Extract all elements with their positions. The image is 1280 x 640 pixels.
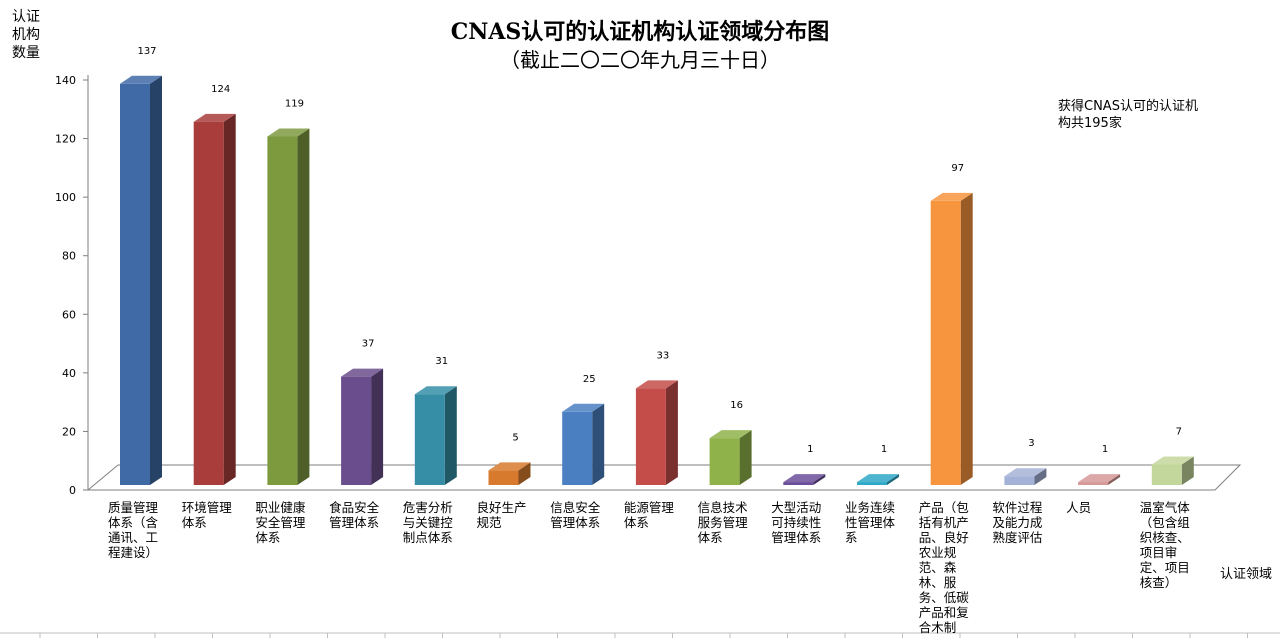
y-tick-label: 40 [62, 367, 76, 380]
bar-side [1181, 456, 1194, 485]
x-tick-label: 质量管理体系（含通讯、工程建设） [108, 500, 159, 560]
bar-top [562, 403, 605, 412]
chart-title: CNAS认可的认证机构认证领域分布图 [450, 19, 830, 45]
bar [414, 394, 445, 485]
data-label: 119 [285, 99, 304, 110]
bar [709, 438, 740, 485]
x-tick-label: 大型活动可持续性管理体系 [771, 500, 822, 545]
bar-top [857, 474, 899, 483]
data-label: 97 [951, 163, 964, 174]
x-tick-label: 食品安全管理体系 [329, 500, 380, 530]
data-label: 3 [1028, 438, 1034, 449]
x-tick-label: 环境管理体系 [181, 500, 232, 530]
data-label: 33 [657, 350, 670, 361]
bar-top [635, 380, 678, 389]
bar-top [488, 462, 531, 471]
total-annotation: 获得CNAS认可的认证机构共195家 [1058, 99, 1198, 131]
data-label: 137 [137, 46, 156, 57]
bar [635, 388, 666, 485]
bar [120, 83, 150, 486]
data-label: 16 [730, 400, 743, 411]
x-tick-label: 能源管理体系 [623, 500, 674, 530]
bar-top [709, 430, 752, 439]
x-tick-label: 软件过程及能力成熟度评估 [992, 500, 1043, 545]
data-label: 1 [807, 444, 813, 455]
y-axis-label: 认证机构数量 [12, 9, 40, 61]
x-tick-label: 人员 [1066, 500, 1092, 515]
bar-side [592, 403, 605, 485]
bar [783, 482, 814, 485]
bar-top [1151, 456, 1194, 465]
bar-side [518, 462, 531, 485]
data-label: 7 [1176, 427, 1182, 438]
bar-side [887, 474, 899, 485]
data-label: 1 [881, 444, 887, 455]
bar [267, 136, 298, 485]
data-label: 1 [1102, 444, 1108, 455]
bar-top [193, 113, 236, 122]
bar-top [783, 474, 826, 483]
bar [857, 482, 887, 485]
data-label: 124 [211, 84, 230, 95]
bar-side [1108, 474, 1121, 485]
bar-top [341, 368, 384, 377]
bar-side [739, 430, 752, 485]
bar-side [223, 113, 236, 485]
chart-subtitle: （截止二〇二〇年九月三十日） [500, 48, 780, 72]
bar [930, 200, 961, 485]
y-tick-label: 80 [62, 250, 76, 263]
y-tick-label: 0 [69, 484, 76, 497]
y-tick-label: 20 [62, 425, 76, 438]
y-tick-label: 60 [62, 308, 76, 321]
y-tick-label: 120 [55, 133, 76, 146]
bar-top [930, 192, 973, 201]
bar-side [813, 474, 826, 485]
data-label: 25 [583, 374, 596, 385]
bar [341, 376, 372, 485]
bar-side [665, 380, 678, 485]
bar-top [1078, 474, 1121, 483]
y-tick-label: 100 [55, 191, 76, 204]
chart-floor [86, 464, 1242, 491]
bar [488, 470, 519, 485]
bar-top [120, 75, 162, 84]
data-label: 31 [435, 356, 448, 367]
bar-top [414, 386, 457, 395]
x-tick-label: 温室气体（包含组织核查、项目审定、项目核查） [1139, 500, 1190, 590]
bar-side [444, 386, 457, 485]
data-label: 5 [512, 432, 518, 443]
x-axis-label: 认证领域 [1220, 567, 1273, 582]
x-tick-label: 职业健康安全管理体系 [255, 500, 306, 545]
x-tick-label: 信息技术服务管理体系 [697, 500, 748, 545]
x-tick-label: 信息安全管理体系 [550, 500, 601, 530]
bar [1004, 476, 1035, 485]
x-tick-label: 良好生产规范 [476, 500, 527, 530]
data-label: 37 [362, 339, 375, 350]
x-tick-label: 产品（包括有机产品、良好农业规范、森林、服务、低碳产品和复合木制 [918, 500, 969, 635]
bar [562, 411, 593, 485]
x-tick-label: 业务连续性管理体系 [845, 500, 896, 545]
bar-side [960, 192, 973, 485]
bar [1078, 482, 1109, 485]
bar-top [1004, 468, 1047, 477]
bar [193, 121, 224, 485]
bar-side [150, 75, 162, 486]
x-tick-label: 危害分析与关键控制点体系 [402, 500, 453, 545]
y-tick-label: 140 [55, 74, 76, 87]
bar-top [267, 128, 310, 137]
bar-side [1034, 468, 1047, 485]
bar-side [371, 368, 384, 485]
bar [1151, 464, 1182, 485]
bar-side [297, 128, 310, 485]
